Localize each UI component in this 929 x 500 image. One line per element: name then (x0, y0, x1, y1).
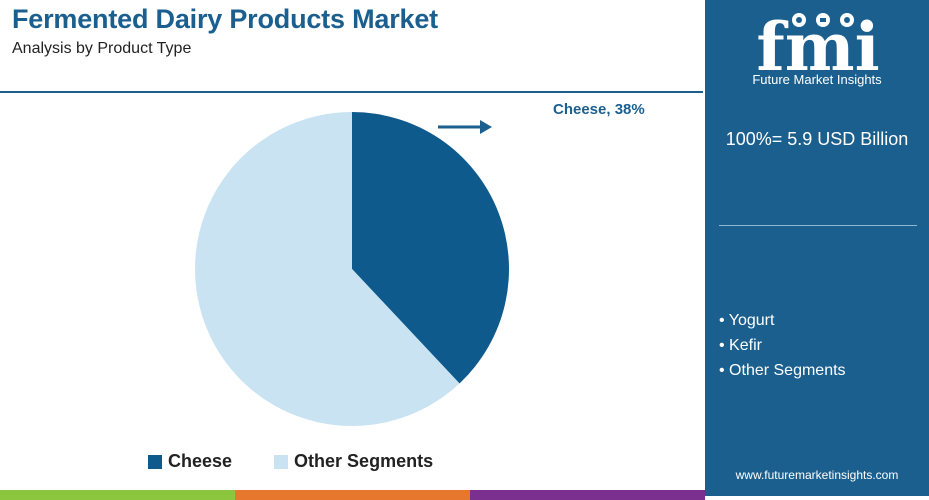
callout-arrow-icon (438, 120, 492, 134)
legend-item-other-segments: Other Segments (274, 451, 433, 472)
panel-divider (719, 225, 917, 226)
list-item: • Kefir (719, 337, 762, 354)
list-item: • Yogurt (719, 312, 775, 329)
market-total: 100%= 5.9 USD Billion (725, 129, 909, 149)
pie-chart (195, 112, 510, 426)
footer-segment-purple (470, 490, 705, 500)
header-divider (0, 91, 703, 93)
fmi-logo-icon: fmi (756, 8, 879, 86)
footer-segment-orange (235, 490, 470, 500)
list-item: • Other Segments (719, 362, 846, 379)
info-side-panel: fmi Future Market Insights 100%= 5.9 USD… (705, 0, 929, 496)
legend-label: Other Segments (294, 451, 434, 471)
chart-subtitle: Analysis by Product Type (12, 40, 192, 57)
logo-tagline: Future Market Insights (752, 72, 882, 87)
legend-swatch-cheese (148, 454, 162, 469)
slice-callout-label: Cheese, 38% (553, 101, 645, 118)
footer-segment-green (0, 490, 235, 500)
pie-slices (195, 112, 510, 426)
other-segments-list: • Yogurt • Kefir • Other Segments (719, 308, 846, 383)
website-url[interactable]: www.futuremarketinsights.com (735, 468, 899, 482)
legend-label: Cheese (168, 451, 233, 471)
pie-slice-cheese (352, 112, 510, 384)
legend-item-cheese: Cheese (148, 451, 232, 472)
chart-title: Fermented Dairy Products Market (12, 4, 438, 34)
pie-slice-other-segments (195, 112, 460, 426)
footer-color-bar (0, 490, 705, 500)
legend-swatch-other-segments (274, 454, 289, 469)
chart-legend: Cheese Other Segments (148, 451, 475, 472)
